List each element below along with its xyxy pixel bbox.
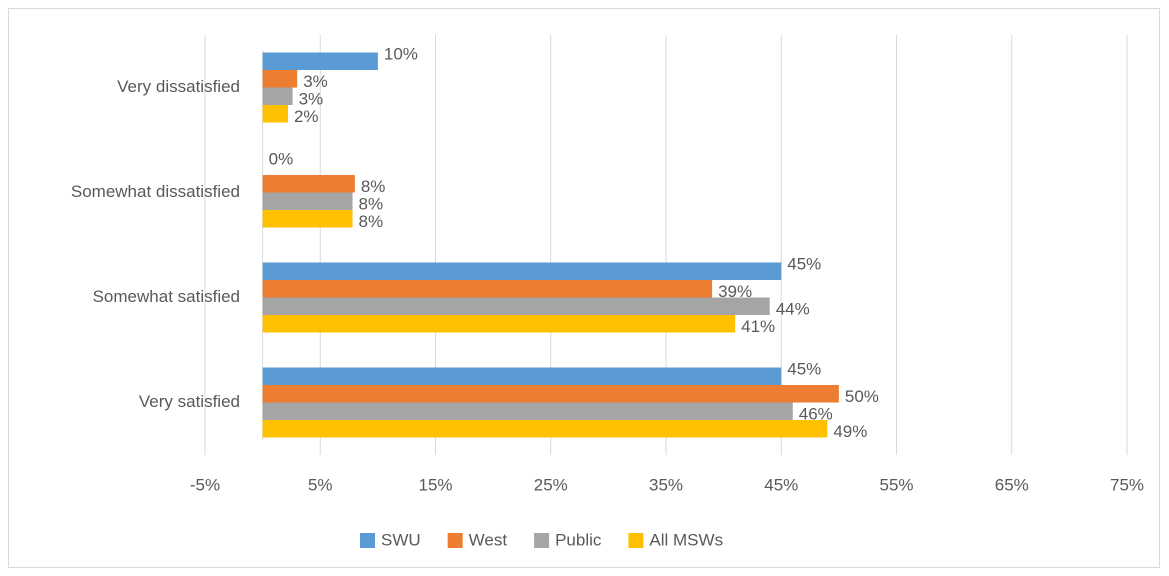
x-tick-label: 75% [1110, 475, 1144, 494]
legend-swatch [447, 533, 463, 548]
data-label: 0% [269, 150, 294, 169]
x-tick-label: 25% [534, 475, 568, 494]
bar [262, 420, 828, 438]
data-label: 49% [833, 422, 867, 441]
y-tick-label: Very dissatisfied [117, 77, 240, 96]
bar [262, 192, 353, 210]
bar [262, 210, 353, 228]
bar [262, 297, 770, 315]
bar [262, 70, 298, 88]
data-label: 8% [359, 195, 384, 214]
data-label: 50% [845, 387, 879, 406]
bar [262, 280, 713, 298]
data-label: 2% [294, 107, 319, 126]
data-label: 45% [787, 255, 821, 274]
data-label: 45% [787, 360, 821, 379]
x-tick-label: 45% [764, 475, 798, 494]
x-tick-label: 65% [995, 475, 1029, 494]
data-label: 46% [799, 405, 833, 424]
data-label: 41% [741, 317, 775, 336]
bar [262, 367, 782, 385]
data-label: 44% [776, 300, 810, 319]
bar [262, 315, 736, 333]
bar [262, 105, 288, 123]
bar [262, 385, 839, 403]
legend-swatch [360, 533, 375, 548]
y-tick-label: Somewhat dissatisfied [71, 182, 240, 201]
bar [262, 52, 378, 70]
bar [262, 87, 293, 105]
data-label: 3% [303, 72, 328, 91]
data-label: 3% [299, 90, 324, 109]
legend-label: SWU [381, 530, 421, 549]
y-tick-label: Very satisfied [139, 392, 240, 411]
legend-label: Public [555, 530, 602, 549]
x-tick-label: 5% [308, 475, 333, 494]
x-tick-label: 15% [418, 475, 452, 494]
legend-label: West [469, 530, 508, 549]
x-tick-label: 35% [649, 475, 683, 494]
data-label: 8% [361, 177, 386, 196]
data-label: 8% [359, 212, 384, 231]
data-label: 10% [384, 45, 418, 64]
legend-swatch [534, 533, 550, 548]
y-tick-label: Somewhat satisfied [93, 287, 240, 306]
bar [262, 175, 355, 193]
bar [262, 262, 782, 280]
legend-swatch [628, 533, 644, 548]
data-label: 39% [718, 282, 752, 301]
x-tick-label: -5% [190, 475, 220, 494]
bar [262, 402, 793, 420]
legend-label: All MSWs [649, 530, 723, 549]
x-tick-label: 55% [879, 475, 913, 494]
